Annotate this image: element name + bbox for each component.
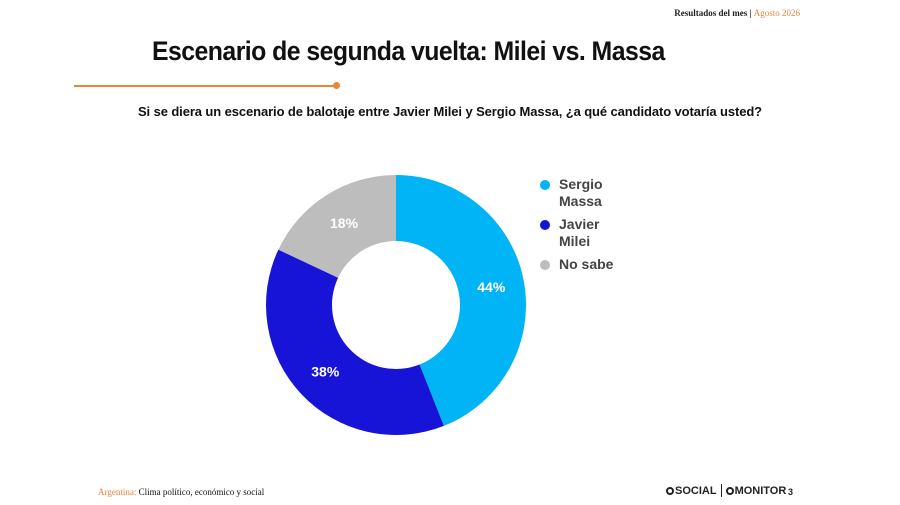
title-underline-dot [333, 82, 340, 89]
page-title: Escenario de segunda vuelta: Milei vs. M… [152, 36, 665, 66]
header-breadcrumb: Resultados del mes | Agosto 2026 [674, 8, 800, 18]
logo-monitor: MONITOR [734, 484, 787, 497]
legend-item-no-sabe: No sabe [540, 256, 690, 273]
legend-dot-icon [540, 220, 550, 230]
header-separator: | [749, 8, 752, 18]
footer-caption: Argentina: Clima político, económico y s… [98, 487, 264, 497]
legend-item-javier-milei: Javier Milei [540, 216, 690, 250]
page-number: 3 [788, 487, 794, 497]
q-logo-icon [666, 486, 674, 495]
logo-social: SOCIAL [675, 484, 717, 497]
data-label-no-sabe: 18% [330, 215, 359, 231]
legend-item-sergio-massa: Sergio Massa [540, 176, 690, 210]
q-logo-icon [725, 486, 734, 495]
donut-slice-javier-milei [266, 249, 444, 436]
donut-slice-no-sabe [278, 175, 396, 278]
legend-label: Sergio Massa [559, 176, 603, 209]
footer-logos: SOCIAL MONITOR [666, 484, 786, 497]
legend-label: No sabe [559, 256, 614, 272]
logo-divider [720, 484, 722, 497]
chart-legend: Sergio Massa Javier Milei No sabe [540, 176, 690, 279]
legend-dot-icon [540, 260, 550, 270]
header-label: Resultados del mes [674, 8, 748, 18]
legend-label: Javier Milei [559, 216, 600, 249]
data-label-javier-milei: 38% [311, 363, 340, 379]
data-label-sergio-massa: 44% [477, 279, 506, 295]
legend-dot-icon [540, 180, 550, 190]
header-month: Agosto 2026 [753, 8, 800, 18]
footer-country: Argentina: [98, 487, 137, 497]
footer-subtitle: Clima político, económico y social [138, 487, 265, 497]
survey-question: Si se diera un escenario de balotaje ent… [137, 104, 763, 119]
donut-slice-sergio-massa [396, 175, 527, 426]
title-underline [74, 85, 336, 87]
